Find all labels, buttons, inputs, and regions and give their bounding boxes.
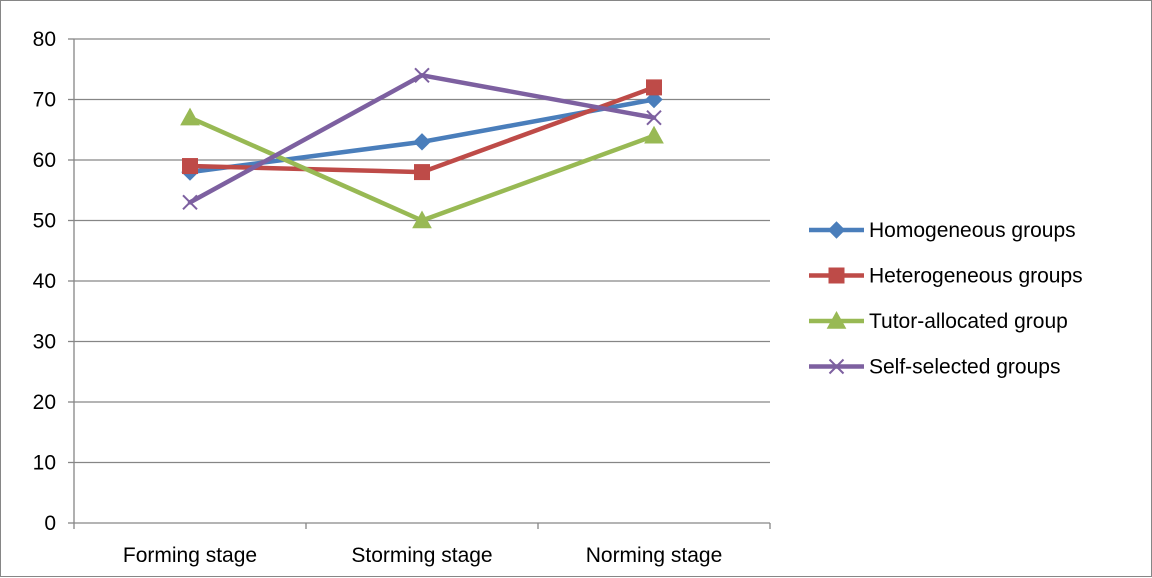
legend-marker bbox=[828, 267, 845, 284]
series-self-selected-groups bbox=[182, 67, 662, 211]
data-point bbox=[180, 107, 200, 126]
gridlines bbox=[74, 38, 770, 464]
y-tick-label: 0 bbox=[44, 512, 56, 535]
legend-label: Heterogeneous groups bbox=[869, 265, 1083, 288]
axes: 0 10 20 30 40 50 60 70 80 Forming stage Storming s… bbox=[33, 28, 771, 567]
legend-item: Homogeneous groups bbox=[809, 219, 1076, 242]
legend: Homogeneous groups Heterogeneous groups Tu… bbox=[809, 219, 1083, 379]
y-tick-label: 50 bbox=[33, 210, 56, 233]
y-tick-label: 80 bbox=[33, 28, 56, 51]
data-point bbox=[182, 194, 198, 211]
series-tutor-allocated-group bbox=[180, 107, 664, 229]
legend-label: Tutor-allocated group bbox=[869, 310, 1068, 333]
x-tick-label: Storming stage bbox=[351, 544, 492, 567]
y-tick-label: 10 bbox=[33, 452, 56, 475]
legend-item: Tutor-allocated group bbox=[809, 310, 1068, 333]
series-heterogeneous-groups bbox=[182, 79, 662, 181]
y-tick-label: 30 bbox=[33, 331, 56, 354]
data-point bbox=[646, 109, 662, 126]
y-tick-label: 20 bbox=[33, 391, 56, 414]
y-tick-label: 40 bbox=[33, 270, 56, 293]
data-point bbox=[644, 125, 664, 144]
data-point bbox=[412, 210, 432, 229]
legend-item: Self-selected groups bbox=[809, 356, 1060, 379]
legend-item: Heterogeneous groups bbox=[809, 265, 1083, 288]
series-lines bbox=[180, 67, 664, 229]
y-tick-label: 60 bbox=[33, 149, 56, 172]
x-tick-label: Norming stage bbox=[586, 544, 723, 567]
legend-marker bbox=[826, 310, 847, 329]
data-point bbox=[413, 133, 431, 151]
legend-marker bbox=[828, 358, 845, 375]
legend-marker bbox=[827, 221, 846, 239]
data-point bbox=[646, 79, 662, 96]
data-point bbox=[414, 164, 430, 181]
data-point bbox=[414, 67, 430, 84]
data-point bbox=[645, 90, 663, 109]
legend-label: Self-selected groups bbox=[869, 356, 1060, 379]
legend-label: Homogeneous groups bbox=[869, 219, 1076, 242]
data-point bbox=[182, 158, 198, 175]
x-tick-label: Forming stage bbox=[123, 544, 257, 567]
y-tick-label: 70 bbox=[33, 89, 56, 112]
